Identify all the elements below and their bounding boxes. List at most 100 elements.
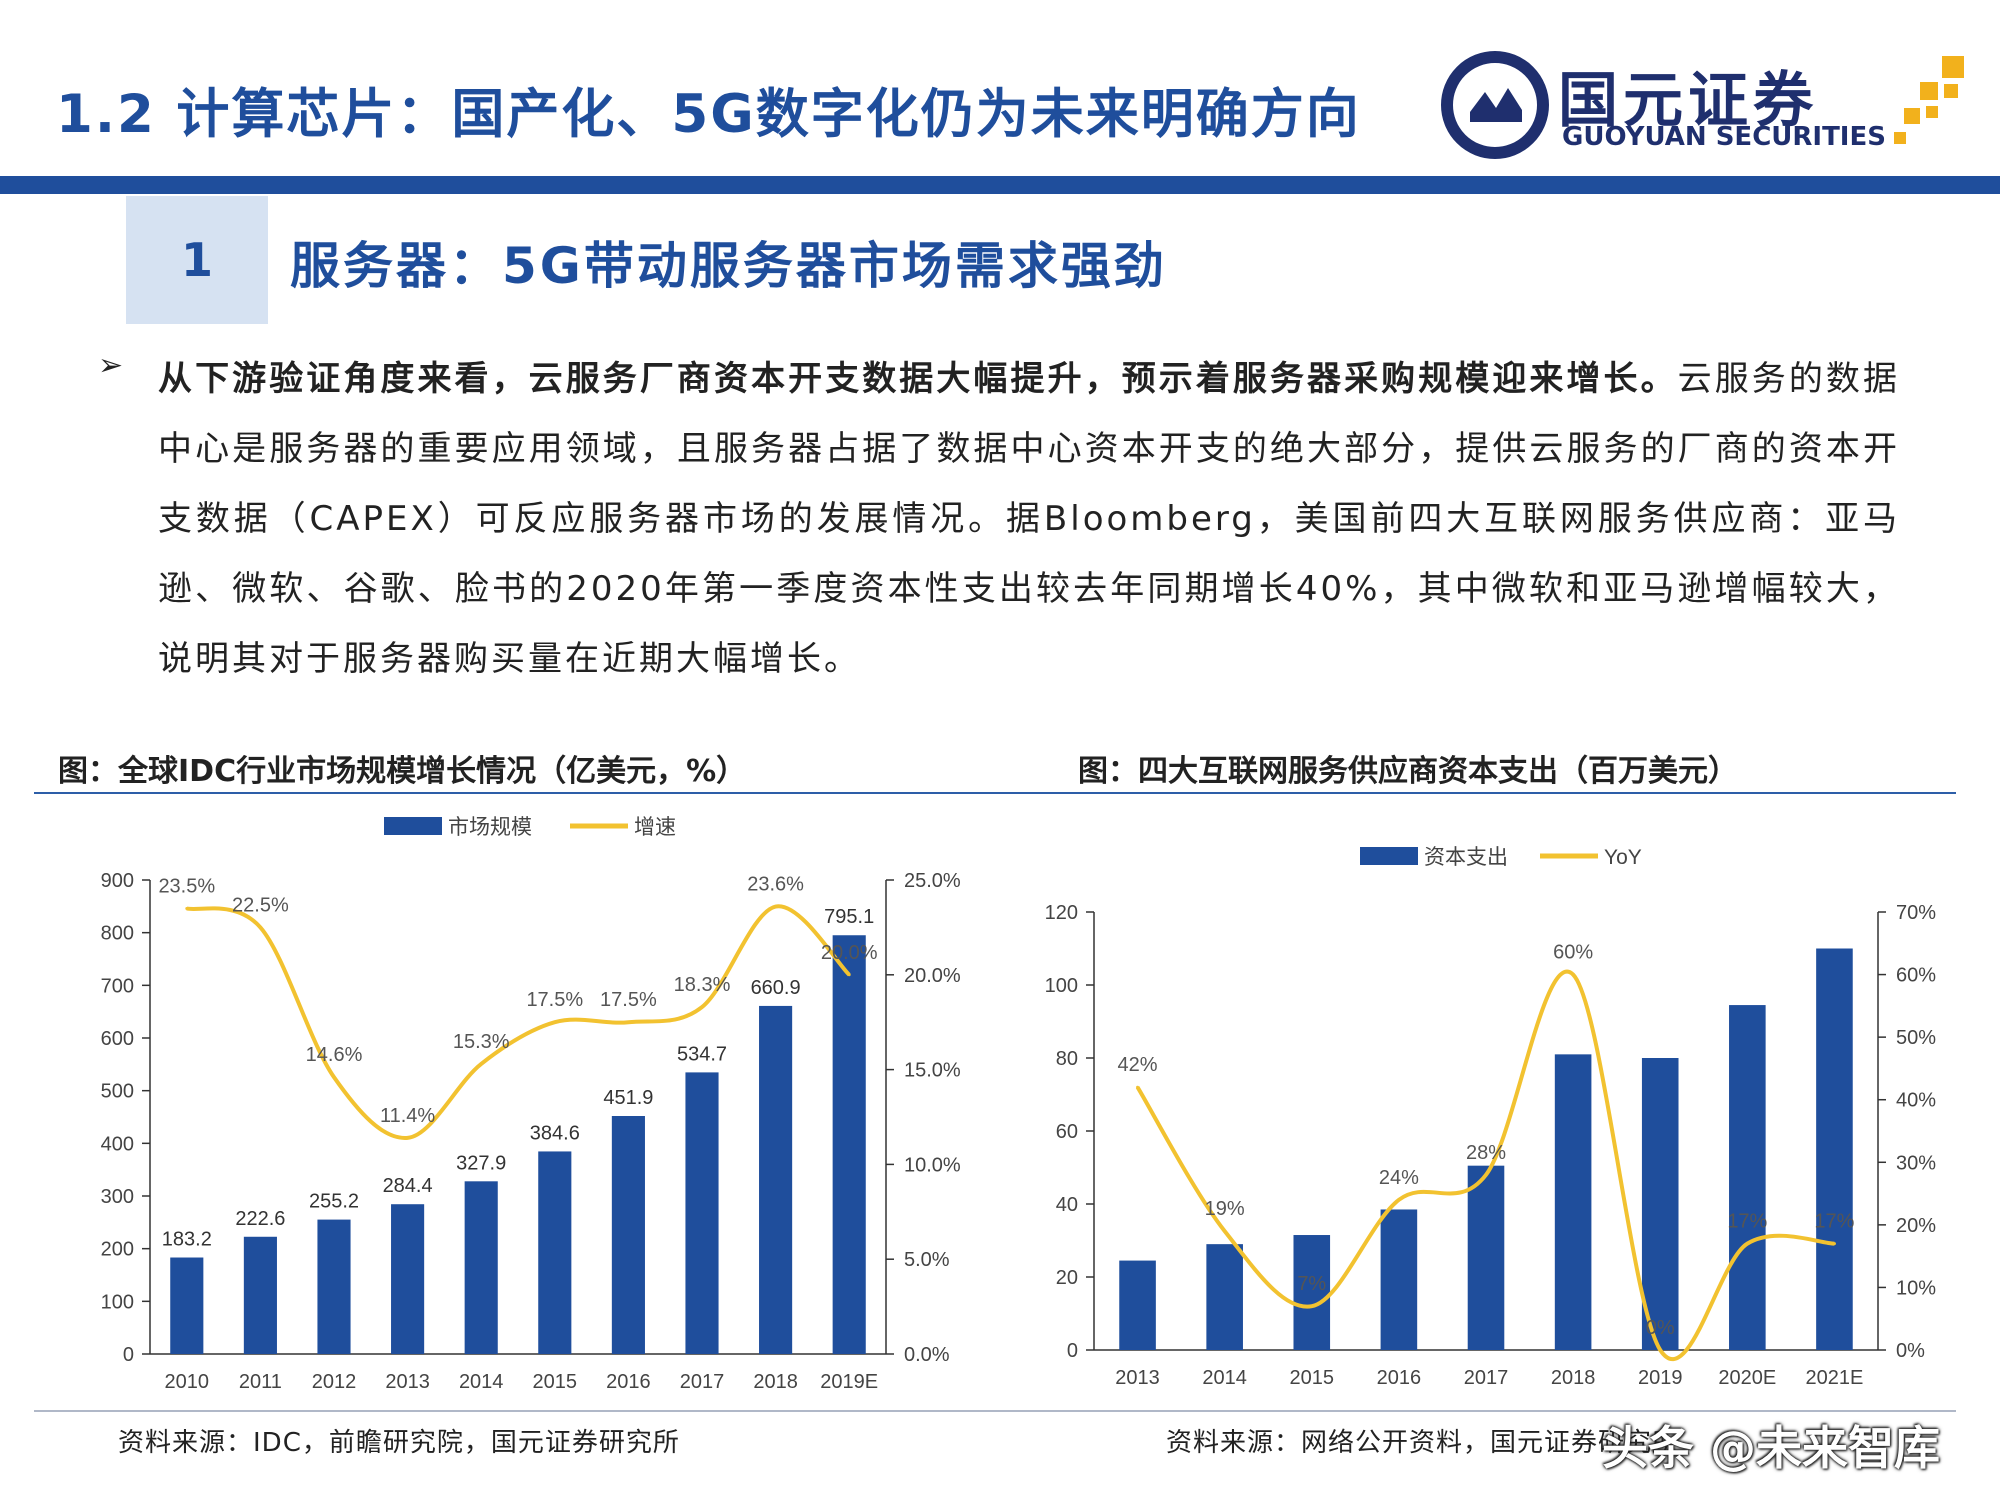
line-point	[1658, 1348, 1662, 1352]
line-value-label: 20.0%	[821, 942, 878, 964]
right-tick-label: 60%	[1896, 965, 1936, 987]
chart2-source: 资料来源：网络公开资料，国元证券研究所	[1166, 1428, 1680, 1458]
category-label: 2018	[1551, 1367, 1596, 1389]
chart1-title: 图：全球IDC行业市场规模增长情况（亿美元，%）	[58, 754, 747, 789]
left-tick-label: 800	[101, 923, 134, 945]
paragraph-rest: 云服务的数据中心是服务器的重要应用领域，且服务器占据了数据中心资本开支的绝大部分…	[158, 359, 1900, 679]
line-value-label: 22.5%	[232, 894, 289, 916]
line-point	[406, 1136, 410, 1140]
bar	[317, 1219, 351, 1354]
bar	[464, 1181, 498, 1354]
paragraph-lead: 从下游验证角度来看，云服务厂商资本开支数据大幅提升，预示着服务器采购规模迎来增长…	[158, 359, 1678, 399]
right-tick-label: 0.0%	[904, 1344, 950, 1366]
category-label: 2013	[1115, 1367, 1160, 1389]
section-number: 1	[126, 196, 268, 324]
line-point	[1571, 973, 1575, 977]
line-value-label: 17.5%	[526, 989, 583, 1011]
bar	[759, 1005, 793, 1354]
right-tick-label: 70%	[1896, 902, 1936, 924]
category-label: 2014	[459, 1371, 504, 1393]
left-tick-label: 0	[1067, 1340, 1078, 1362]
left-tick-label: 40	[1056, 1194, 1078, 1216]
legend-bar-swatch	[384, 817, 442, 835]
line-value-label: 24%	[1379, 1167, 1419, 1189]
category-label: 2011	[239, 1371, 282, 1393]
bar-value-label: 384.6	[530, 1122, 580, 1144]
bar-value-label: 255.2	[309, 1191, 359, 1213]
right-tick-label: 15.0%	[904, 1060, 961, 1082]
right-tick-label: 0%	[1896, 1340, 1925, 1362]
left-tick-label: 600	[101, 1028, 134, 1050]
line-point	[185, 906, 189, 910]
right-tick-label: 40%	[1896, 1090, 1936, 1112]
legend-bar-label: 资本支出	[1424, 846, 1508, 869]
line-value-label: 17%	[1814, 1211, 1854, 1233]
bar-value-label: 327.9	[456, 1152, 506, 1174]
bar	[1119, 1260, 1156, 1350]
bar	[611, 1115, 645, 1354]
header-divider-bar	[0, 176, 2000, 194]
left-tick-label: 200	[101, 1239, 134, 1261]
bar	[170, 1257, 204, 1354]
left-tick-label: 400	[101, 1133, 134, 1155]
bar	[1641, 1058, 1679, 1350]
bar-value-label: 222.6	[235, 1208, 285, 1230]
left-tick-label: 100	[101, 1291, 134, 1313]
bar	[1293, 1235, 1331, 1350]
bar	[832, 935, 866, 1354]
bar	[1729, 1005, 1766, 1350]
line-point	[1136, 1085, 1140, 1089]
category-label: 2015	[1290, 1367, 1335, 1389]
legend-bar-swatch	[1360, 847, 1418, 865]
category-label: 2015	[533, 1371, 578, 1393]
logo-gold-squares-icon	[1894, 56, 1964, 144]
page-title: 1.2 计算芯片：国产化、5G数字化仍为未来明确方向	[56, 84, 1361, 145]
capex-chart: 资本支出 YoY 0 20 40 60 80 100 120 0% 10% 20% 30% 40% 50% 6…	[1045, 846, 1937, 1389]
category-label: 2017	[680, 1371, 725, 1393]
line-point	[1484, 1173, 1488, 1177]
right-tick-label: 10.0%	[904, 1154, 961, 1176]
brand-logo: 国元证券 GUOYUAN SECURITIES	[1440, 50, 1980, 160]
chart2-title: 图：四大互联网服务供应商资本支出（百万美元）	[1078, 754, 1738, 789]
footer-rule	[34, 1410, 1956, 1412]
yoy-line	[186, 904, 851, 1140]
category-label: 2016	[1377, 1367, 1422, 1389]
category-label: 2013	[385, 1371, 430, 1393]
left-tick-label: 300	[101, 1186, 134, 1208]
line-value-label: 14.6%	[306, 1044, 363, 1066]
line-point	[553, 1020, 557, 1024]
body-paragraph: 从下游验证角度来看，云服务厂商资本开支数据大幅提升，预示着服务器采购规模迎来增长…	[158, 344, 1900, 694]
bullet-arrow-icon: ➢	[98, 348, 124, 383]
category-label: 2018	[753, 1371, 798, 1393]
line-point	[1745, 1242, 1749, 1246]
watermark: 头条 @未来智库	[1602, 1421, 1941, 1475]
left-tick-label: 700	[101, 975, 134, 997]
bar	[1467, 1165, 1505, 1350]
right-tick-label: 25.0%	[904, 870, 961, 892]
logo-chinese-name: 国元证券	[1558, 66, 1818, 136]
line-point	[258, 925, 262, 929]
category-label: 2014	[1202, 1367, 1247, 1389]
right-tick-label: 20%	[1896, 1215, 1936, 1237]
bar	[391, 1204, 425, 1354]
idc-market-chart: 市场规模 增速 0 100 200 300 400 500 600 700 800 900 0.0% 5.…	[101, 816, 961, 1393]
left-tick-label: 500	[101, 1081, 134, 1103]
left-tick-label: 20	[1056, 1267, 1078, 1289]
line-point	[1832, 1242, 1836, 1246]
line-value-label: 17%	[1727, 1211, 1767, 1233]
yoy-line	[1135, 969, 1835, 1362]
line-point	[479, 1062, 483, 1066]
logo-english-name: GUOYUAN SECURITIES	[1562, 122, 1886, 152]
bar-value-label: 451.9	[603, 1087, 653, 1109]
line-value-label: 0%	[1646, 1317, 1675, 1339]
line-value-label: 23.6%	[747, 874, 804, 896]
line-value-label: 28%	[1466, 1142, 1506, 1164]
line-value-label: 7%	[1297, 1273, 1326, 1295]
bar-value-label: 795.1	[824, 906, 874, 928]
bar-value-label: 284.4	[383, 1175, 433, 1197]
line-value-label: 19%	[1205, 1198, 1245, 1220]
line-value-label: 17.5%	[600, 989, 657, 1011]
line-value-label: 11.4%	[380, 1105, 435, 1127]
category-label: 2019	[1638, 1367, 1683, 1389]
bar	[243, 1236, 277, 1354]
